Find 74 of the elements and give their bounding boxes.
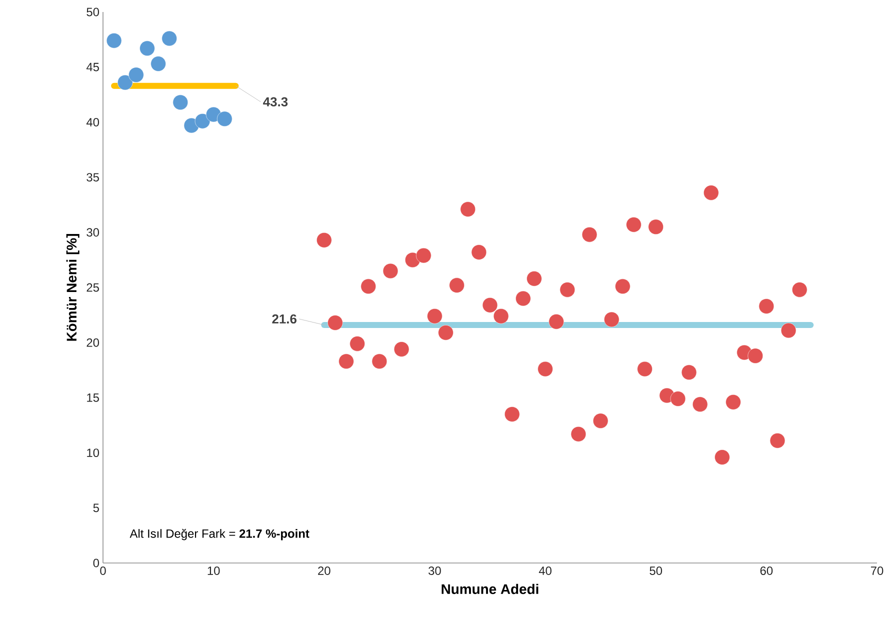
point	[117, 74, 133, 90]
y-tick-label: 30	[86, 228, 100, 237]
point	[516, 290, 531, 306]
y-tick-label: 50	[86, 8, 100, 16]
annotation: Alt Isıl Değer Fark = 21.7 %-point	[130, 528, 310, 540]
point	[504, 406, 520, 422]
point	[570, 426, 586, 442]
y-tick-label: 35	[86, 173, 99, 182]
point	[560, 282, 576, 298]
point	[615, 278, 630, 294]
point	[416, 248, 432, 264]
point	[194, 113, 210, 129]
point	[382, 263, 398, 279]
x-tick-label: 10	[208, 566, 220, 575]
y-tick-label: 20	[86, 338, 100, 347]
point	[670, 391, 686, 406]
point	[692, 396, 708, 412]
point	[350, 336, 365, 352]
x-tick-label: 0	[100, 566, 106, 575]
y-tick-label: 40	[86, 118, 100, 126]
point	[538, 361, 553, 377]
point	[316, 232, 332, 248]
point	[438, 325, 454, 340]
point	[792, 282, 808, 298]
point	[748, 348, 764, 364]
x-tick-label: 60	[760, 566, 773, 575]
point	[582, 226, 598, 242]
x-tick-label: 30	[428, 566, 441, 575]
point	[526, 271, 542, 286]
point	[150, 56, 166, 72]
point	[726, 394, 741, 410]
point	[703, 185, 719, 200]
y-tick-label: 10	[87, 448, 100, 458]
y-tick-label: 0	[93, 558, 100, 568]
point	[493, 308, 509, 324]
x-tick-label: 20	[318, 566, 330, 575]
point	[106, 33, 122, 48]
point	[216, 111, 232, 127]
point	[338, 354, 354, 369]
point	[626, 217, 642, 232]
y-axis-title: Kömür Nemi [%]	[66, 234, 80, 341]
point	[140, 40, 155, 56]
point	[604, 312, 620, 328]
x-tick-label: 50	[650, 566, 662, 575]
point	[328, 315, 343, 330]
point	[372, 354, 388, 369]
point	[460, 202, 476, 217]
point	[592, 413, 608, 428]
point	[637, 361, 652, 377]
x-tick-label: 40	[538, 566, 552, 575]
point	[162, 30, 177, 46]
y-tick-label: 45	[86, 62, 99, 72]
y-tick-label: 15	[87, 394, 99, 402]
point	[394, 342, 410, 357]
annotation: 21.6	[272, 314, 296, 324]
point	[770, 433, 786, 448]
x-tick-label: 70	[870, 566, 884, 575]
point	[128, 67, 144, 82]
point	[714, 450, 730, 465]
point	[172, 94, 188, 110]
annotation: 43.3	[263, 97, 288, 106]
point	[548, 314, 564, 330]
point	[427, 308, 442, 324]
point	[360, 278, 376, 294]
point	[449, 278, 464, 293]
point	[681, 364, 697, 380]
y-tick-label: 25	[86, 283, 99, 292]
point	[648, 219, 664, 235]
point	[780, 322, 796, 338]
point	[758, 298, 774, 314]
point	[471, 244, 487, 260]
y-tick-label: 5	[93, 504, 99, 512]
point	[482, 297, 498, 313]
x-axis-title: Numune Adedi	[442, 584, 538, 594]
